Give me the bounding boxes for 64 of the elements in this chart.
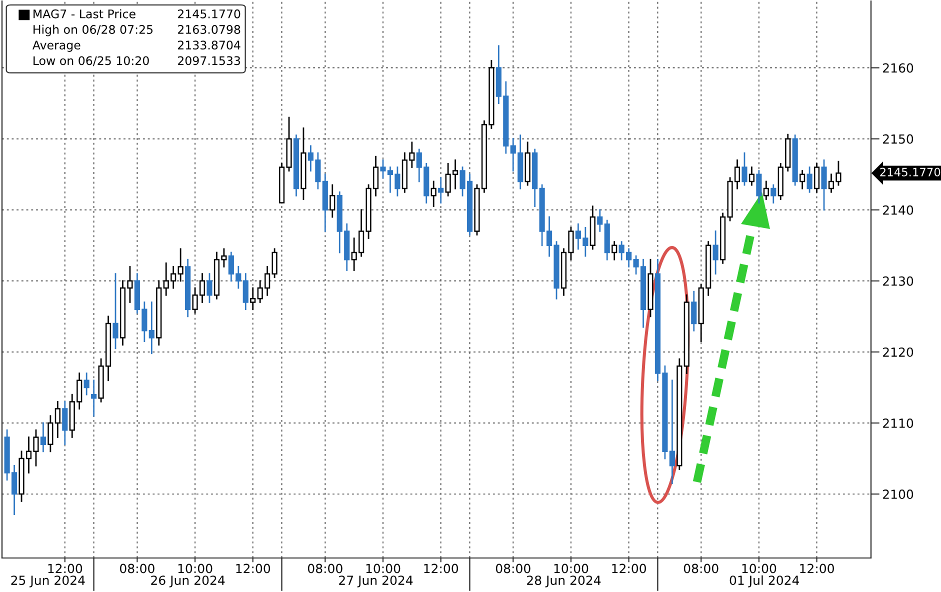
x-tick-label: 12:00 [612,564,646,574]
text: 25 Jun 2024 [11,576,85,588]
text: 26 Jun 2024 [151,576,225,588]
candlestick [242,273,248,310]
candlestick [48,415,54,452]
annotation: 2133.8704 [178,40,240,50]
candlestick [272,248,278,278]
annotation: Average [32,40,80,52]
candlestick [330,184,336,218]
text: 2145.1770 [880,168,940,176]
candlestick [756,170,762,204]
y-tick-label: 2150 [883,134,914,144]
text: 01 Jul 2024 [730,575,800,588]
x-tick-label: 12:00 [48,564,82,574]
candlestick [206,273,212,303]
candlestick [91,380,97,417]
y-tick-label: 2130 [883,276,914,286]
candlestick [148,302,154,354]
candlestick [748,166,755,186]
annotation: 2145.1770 [178,9,240,18]
x-tick-label: 12:00 [424,564,458,574]
candlestick [821,159,827,211]
x-tick-label: 08:00 [120,564,154,574]
candlestick [54,401,60,438]
y-tick-label: 2140 [883,205,914,215]
x-tick-label: 12:00 [236,564,270,574]
candlestick [800,170,806,190]
candlestick [742,152,748,186]
candlestick [438,177,444,204]
candlestick [84,372,90,396]
x-tick-label: 08:00 [496,564,530,574]
x-tick-label: 10:00 [554,564,588,574]
candlestick [770,184,776,204]
candlestick [430,180,436,208]
legend-label: MAG7 - Last Price [34,9,136,18]
x-tick-label: 12:00 [800,564,834,574]
candlestick [691,290,697,332]
candlestick [178,248,184,282]
text: 28 Jun 2024 [527,576,601,588]
candlestick [763,180,769,200]
candlestick [40,422,46,452]
x-tick-label: 08:00 [308,564,342,574]
candlestick [62,401,68,446]
candlestick [597,209,603,232]
annotation: 2097.1533 [178,56,240,66]
annotation: High on 06/28 07:25 [34,24,153,36]
y-tick-label: 2110 [883,418,914,428]
y-tick-label: 2100 [883,490,914,499]
candlestick [712,230,718,275]
candlestick [250,287,256,310]
text: 27 Jun 2024 [339,576,413,588]
annotation: Low on 06/25 10:20 [34,56,149,66]
candlestick [814,163,820,193]
candlestick [669,380,675,484]
y-tick-label: 2160 [883,63,914,73]
candlestick [112,273,118,350]
x-tick-label: 08:00 [684,564,718,574]
annotation: 2163.0798 [178,25,240,34]
x-tick-label: 10:00 [178,564,212,574]
x-tick-label: 10:00 [366,564,400,574]
y-tick-label: 2120 [883,347,914,357]
x-tick-label: 10:00 [742,564,776,574]
candlestick [612,241,618,260]
candlestick [806,166,812,193]
